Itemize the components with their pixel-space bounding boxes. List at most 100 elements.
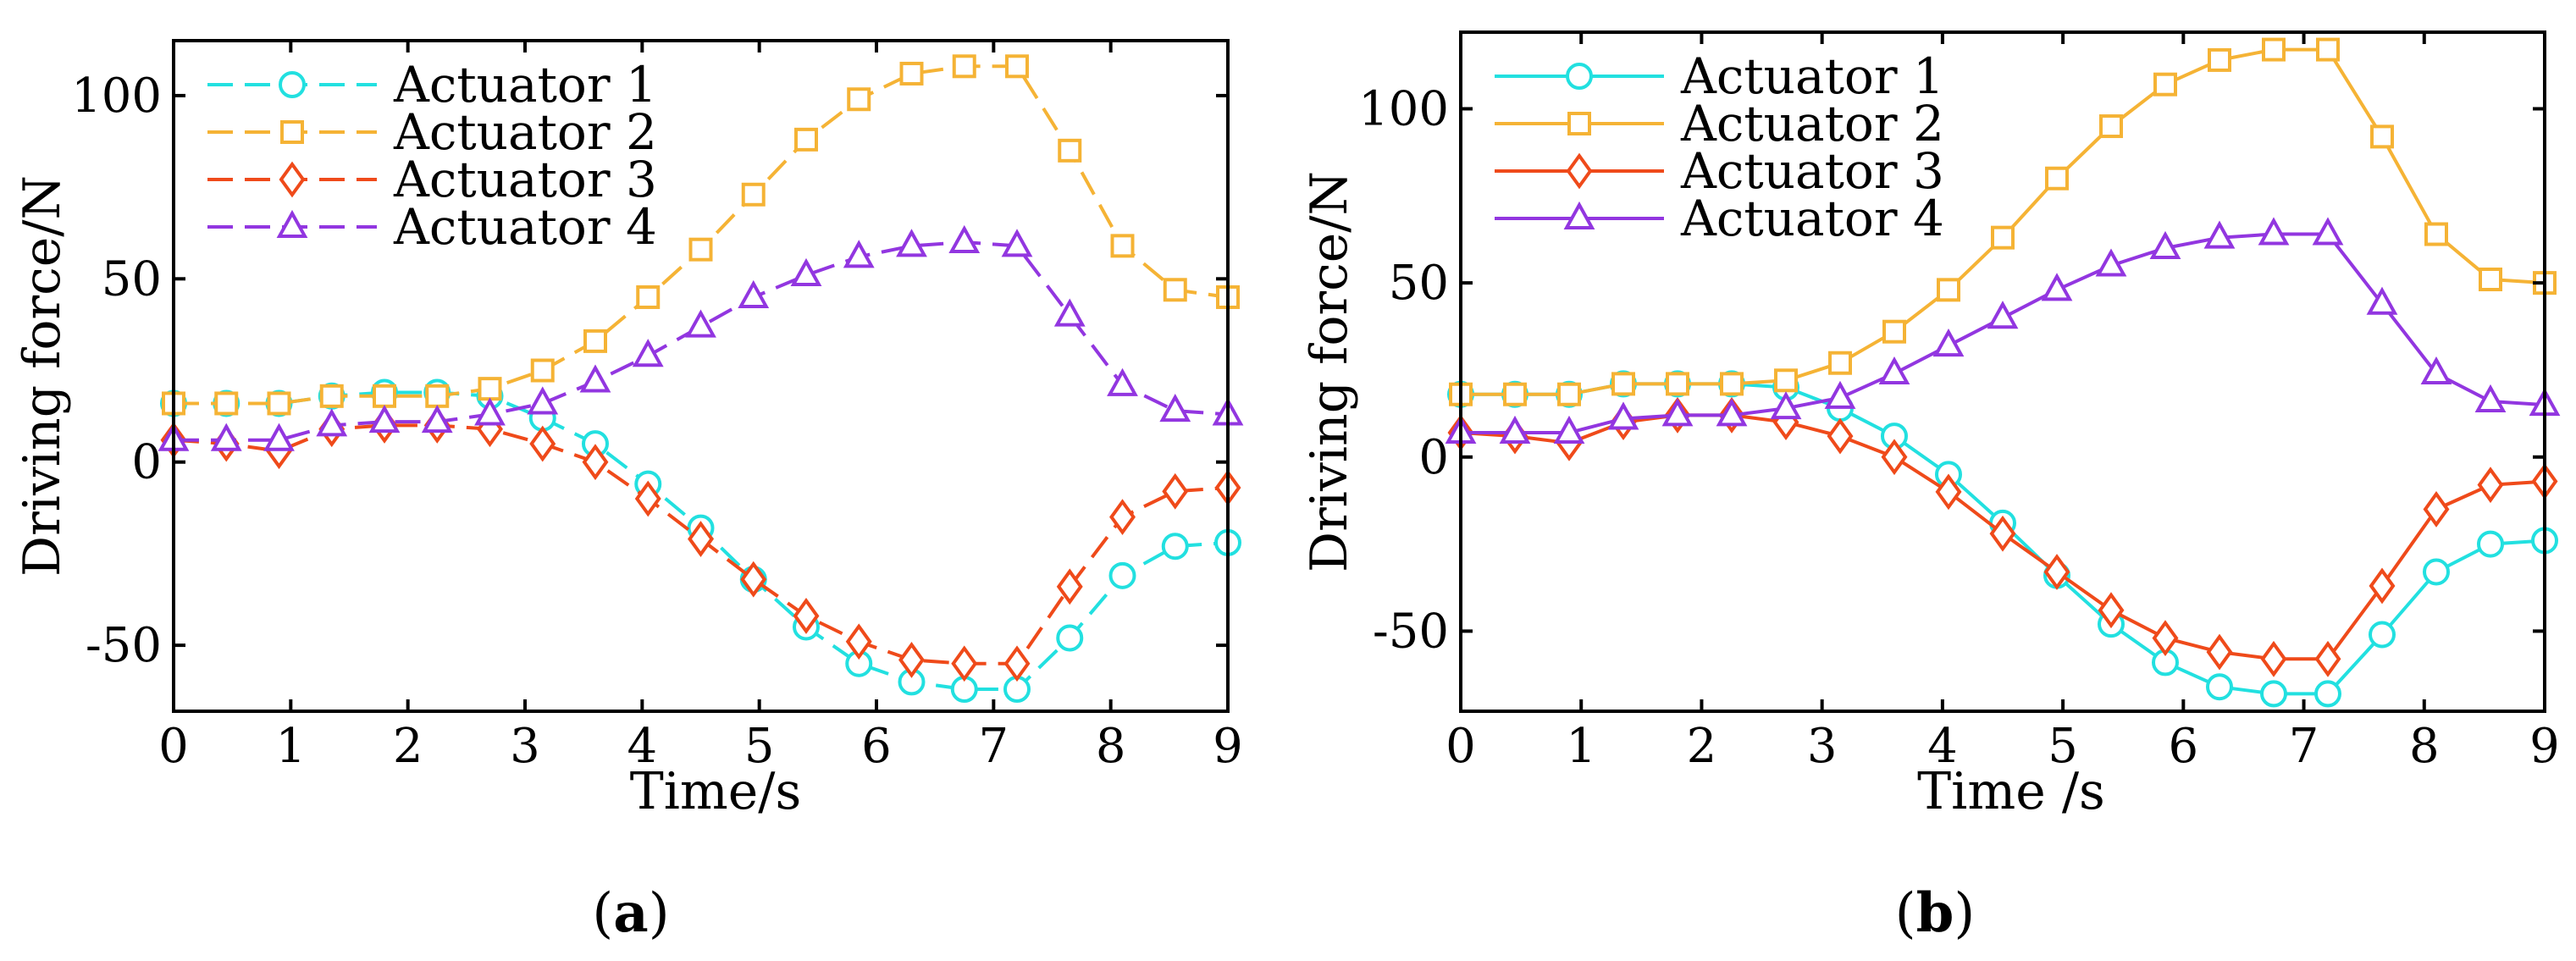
series-4-point [1499, 415, 1531, 444]
series-2-point [1937, 278, 1960, 302]
series-2-point [899, 61, 924, 86]
series-1-point [2260, 680, 2287, 708]
plot-frame [1459, 30, 2546, 713]
x-tick-label: 4 [627, 719, 658, 774]
series-3-point [1881, 439, 1908, 476]
y-tick-label: 100 [1358, 81, 1449, 136]
series-4-point [1053, 298, 1086, 327]
series-3-point [1056, 568, 1083, 605]
series-4-point [843, 240, 875, 268]
x-tick-label: 6 [2169, 719, 2199, 774]
series-2-point [583, 329, 607, 353]
series-3-point [2423, 491, 2450, 527]
x-tick-label: 1 [1566, 719, 1596, 774]
series-2-point [478, 377, 502, 401]
series-3-point [688, 521, 714, 558]
x-tick-label: 7 [2289, 719, 2319, 774]
series-2-point [1503, 382, 1527, 406]
series-3-point [2043, 554, 2070, 590]
series-3-point [2369, 567, 2396, 605]
series-3-point [1989, 515, 2016, 552]
series-2-point [425, 384, 450, 408]
series-3-point [2152, 620, 2179, 657]
series-3-point [1162, 472, 1189, 510]
series-4-point [1716, 398, 1748, 427]
panel-b: 0 1 2 3 4 5 6 7 8 9 -50 0 50 100 Time /s Driving force/… [1300, 30, 2561, 945]
plot-frame [172, 39, 1230, 713]
series-3-point [2260, 640, 2287, 677]
x-axis-label: Time/s [630, 762, 802, 821]
series-2-point [1720, 372, 1744, 396]
y-tick-label: 50 [102, 251, 162, 307]
legend-marker-4 [276, 209, 308, 238]
series-2-point [1058, 138, 1082, 163]
series-1-point [1056, 624, 1084, 652]
series-1-point [2369, 621, 2396, 649]
x-tick-label: 7 [979, 719, 1009, 774]
series-2-point [2424, 222, 2448, 246]
x-tick-label: 9 [2529, 719, 2560, 774]
legend-label-4: Actuator 4 [1680, 190, 1944, 247]
y-axis-label: Driving force/N [13, 175, 72, 577]
series-2-point [2316, 37, 2340, 62]
series-3-point [1109, 499, 1136, 536]
y-tick-label: -50 [86, 618, 162, 673]
series-2-point [267, 391, 291, 416]
series-2-point [847, 87, 871, 112]
series-line-4 [174, 240, 1229, 442]
series-2-point [1774, 368, 1798, 393]
y-tick-label: 100 [71, 69, 162, 124]
y-tick-label: 0 [1418, 430, 1449, 485]
series-2-point [1882, 319, 1906, 344]
panel-a: 0 1 2 3 4 5 6 7 8 9 -50 0 50 100 Time/s Driving force/N… [13, 39, 1244, 945]
series-3-point [529, 425, 556, 462]
series-line-2 [174, 64, 1229, 406]
y-axis-label: Driving force/N [1300, 171, 1359, 572]
y-tick-label: 50 [1389, 256, 1449, 311]
series-4-point [632, 339, 664, 367]
series-4-point [2420, 356, 2452, 385]
series-3-point [1935, 473, 1962, 511]
series-4-point [2474, 384, 2507, 412]
series-4-point [2095, 248, 2127, 277]
x-tick-label: 2 [1687, 719, 1717, 774]
x-tick-label: 9 [1213, 719, 1243, 774]
series-4-point [368, 404, 401, 434]
series-4-point [1107, 367, 1138, 396]
series-4-point [1824, 380, 1856, 409]
series-2-point [373, 384, 396, 408]
series-3-point [793, 598, 820, 634]
series-2-point [1557, 382, 1581, 406]
x-tick-label: 2 [393, 719, 423, 774]
legend-label-1: Actuator 1 [393, 56, 657, 113]
x-tick-label: 3 [1807, 719, 1838, 774]
series-4-point [263, 423, 295, 451]
series-line-2 [1461, 47, 2546, 396]
x-tick-label: 5 [2048, 719, 2078, 774]
series-3-point [1003, 645, 1031, 682]
x-tick-label: 4 [1927, 719, 1958, 774]
series-2-point [2208, 47, 2231, 72]
series-2-point [1991, 225, 2015, 250]
series-4-point [2149, 230, 2181, 259]
series-4-point [1661, 398, 1694, 427]
series-4-point [896, 229, 927, 257]
series-3-point [951, 645, 978, 682]
legend-label-1: Actuator 1 [1680, 47, 1944, 105]
series-4-point [2366, 286, 2398, 315]
series-2-point [2099, 114, 2123, 139]
series-2-point [2153, 72, 2177, 97]
y-tick-label: 0 [131, 435, 162, 490]
series-2-point [688, 237, 713, 262]
legend-marker-3 [279, 161, 306, 198]
series-2-point [636, 284, 661, 309]
series-2-point [1005, 54, 1029, 79]
x-tick-label: 1 [276, 719, 307, 774]
series-2-point [1828, 351, 1852, 375]
series-3-point [2477, 467, 2504, 504]
series-3-point [582, 444, 609, 481]
series-2-point [1611, 372, 1635, 396]
legend-label-2: Actuator 2 [393, 103, 657, 161]
x-tick-label: 8 [2409, 719, 2440, 774]
